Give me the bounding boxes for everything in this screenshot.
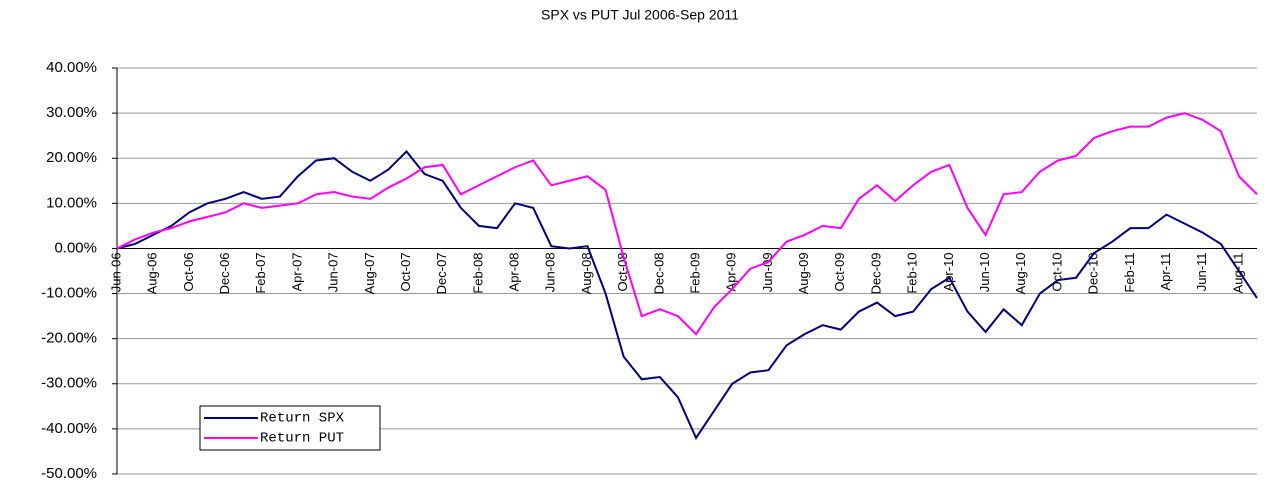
series-line [116,149,1258,440]
y-tick-label: -50.00% [41,465,97,480]
x-tick-label: Dec-10 [1086,252,1101,294]
x-tick-label: Oct-09 [832,252,847,291]
x-tick-label: Oct-07 [398,252,413,291]
y-tick-label: -30.00% [41,375,97,392]
y-tick-label: 10.00% [46,194,97,211]
x-tick-label: Feb-11 [1122,252,1137,292]
y-tick-label: 20.00% [46,149,97,166]
x-tick-label: Dec-08 [651,252,666,294]
x-tick-label: Aug-09 [796,252,811,294]
x-tick-label: Feb-09 [687,252,702,293]
y-tick-label: 40.00% [46,59,97,76]
chart-title: SPX vs PUT Jul 2006-Sep 2011 [541,7,739,23]
x-tick-label: Apr-09 [724,252,739,291]
y-tick-label: -20.00% [41,330,97,347]
x-tick-label: Aug-08 [579,252,594,294]
x-tick-label: Aug-10 [1013,252,1028,294]
x-tick-label: Oct-06 [181,252,196,291]
x-tick-label: Apr-07 [289,252,304,291]
x-tick-label: Jun-09 [760,252,775,292]
y-tick-label: -10.00% [41,285,97,302]
x-tick-label: Jun-11 [1194,252,1209,291]
x-tick-label: Oct-10 [1049,252,1064,291]
x-tick-label: Feb-07 [253,252,268,293]
x-tick-label: Dec-09 [868,252,883,294]
y-tick-label: 0.00% [54,239,97,256]
legend-box [199,405,381,451]
x-tick-label: Aug-07 [362,252,377,294]
x-tick-label: Jun-10 [977,252,992,292]
x-tick-label: Apr-11 [1158,252,1173,290]
x-tick-label: Aug-11 [1230,252,1245,293]
x-tick-label: Feb-10 [905,252,920,293]
y-tick-label: -40.00% [41,420,97,437]
x-tick-label: Oct-08 [615,252,630,291]
legend-label: Return PUT [260,431,344,447]
y-tick-label: 30.00% [46,104,97,121]
x-tick-label: Dec-06 [217,252,232,294]
x-tick-label: Feb-08 [470,252,485,293]
x-tick-label: Dec-07 [434,252,449,294]
series-line [116,112,1258,336]
x-tick-label: Jun-06 [108,252,123,292]
x-tick-label: Apr-08 [507,252,522,291]
x-tick-label: Jun-08 [543,252,558,292]
x-tick-label: Jun-07 [326,252,341,292]
x-tick-label: Aug-06 [145,252,160,294]
legend-label: Return SPX [260,411,345,427]
